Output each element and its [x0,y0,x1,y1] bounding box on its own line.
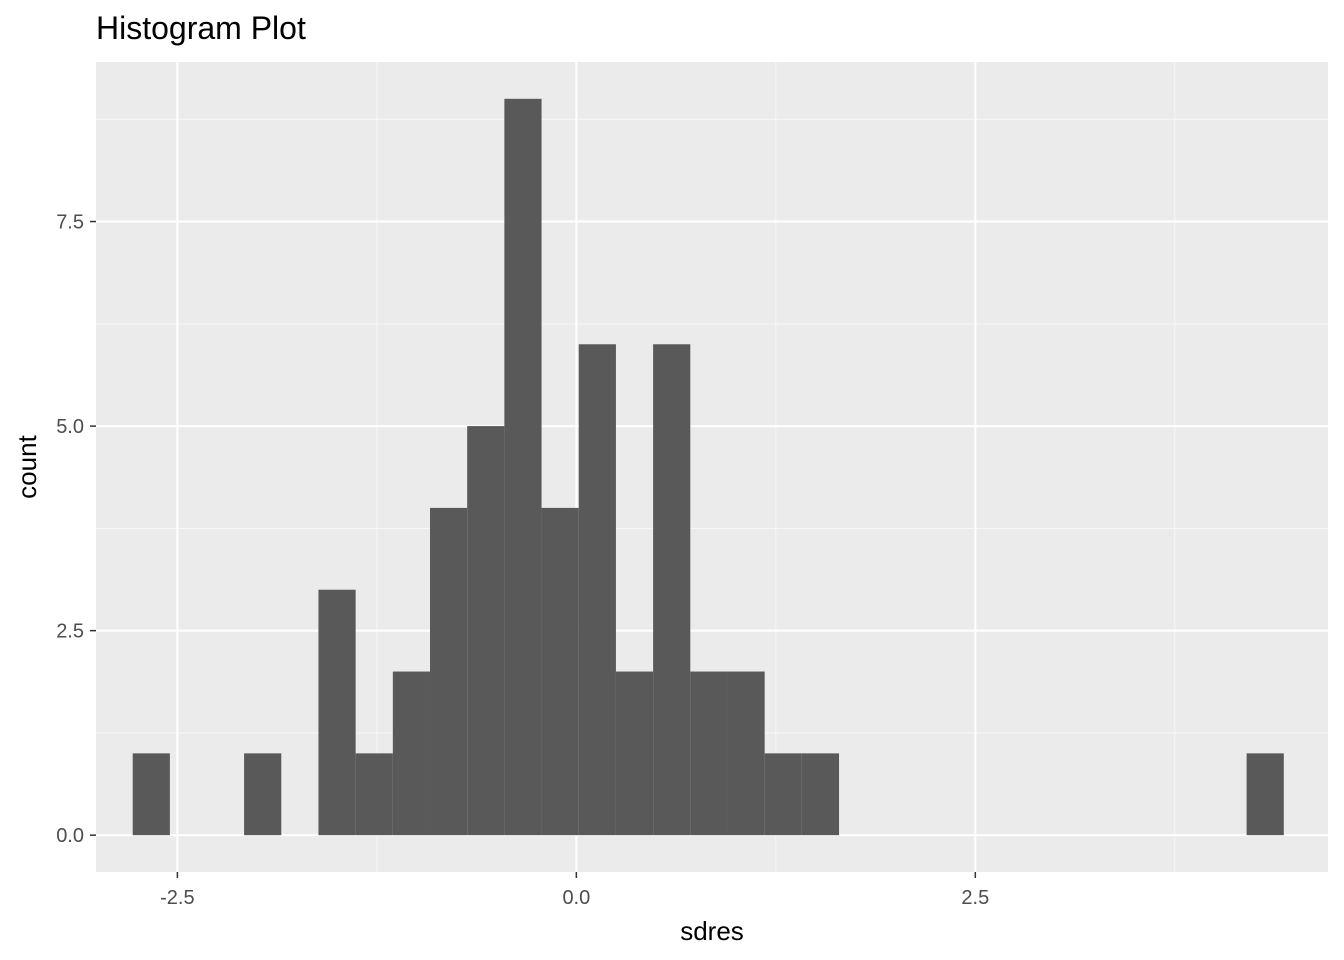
histogram-bar [318,589,356,836]
y-tick-label: 2.5 [56,621,84,643]
histogram-bar [392,671,431,836]
histogram-bar [578,344,616,836]
chart-title: Histogram Plot [96,10,306,46]
histogram-bar [541,507,579,836]
histogram-bar [430,507,468,836]
histogram-bar [244,753,282,836]
x-axis-title: sdres [680,916,744,946]
minor-gridlines [96,62,1328,872]
histogram-bar [132,753,170,836]
histogram-bar [653,344,691,836]
y-tick-label: 7.5 [56,212,84,234]
y-tick-label: 0.0 [56,825,84,847]
x-tick-label: 2.5 [961,887,989,909]
histogram-bar [355,753,393,836]
histogram-bar [615,671,654,836]
y-tick-label: 5.0 [56,416,84,438]
histogram-bar [504,98,542,836]
y-axis-title: count [12,434,42,498]
histogram-bar [690,671,728,836]
histogram-bars [132,98,1284,836]
histogram-bar [764,753,802,836]
histogram-bar [467,426,505,836]
histogram-bar [727,671,765,836]
x-tick-label: 0.0 [562,887,590,909]
histogram-bar [1246,753,1284,836]
y-axis: 0.0 2.5 5.0 7.5 [56,212,96,847]
histogram-bar [801,753,840,836]
x-tick-label: -2.5 [160,887,194,909]
x-axis: -2.5 0.0 2.5 [160,872,989,909]
